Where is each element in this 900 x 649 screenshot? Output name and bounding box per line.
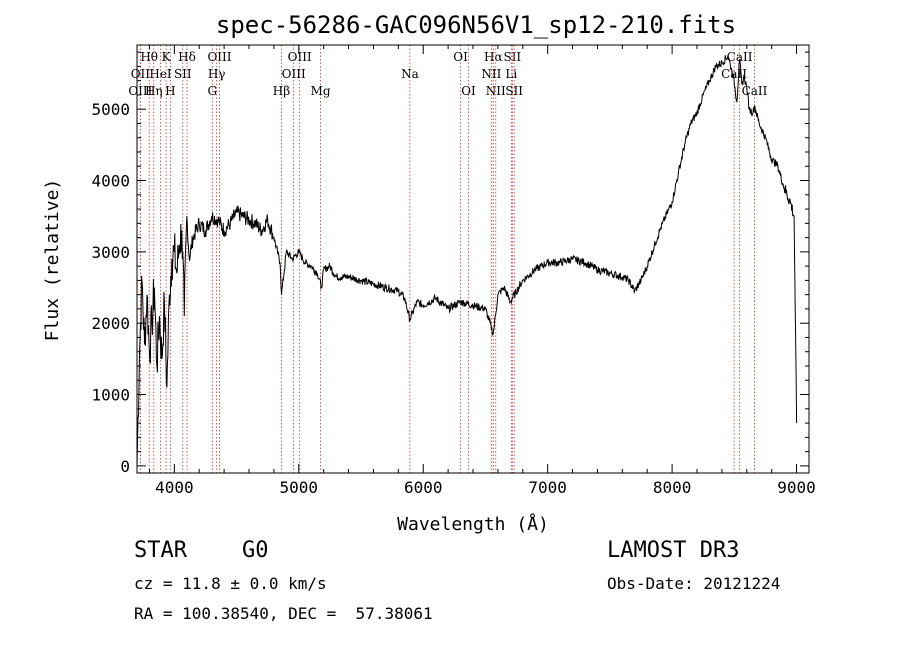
- marker-label: OI: [453, 50, 468, 64]
- marker-label: Hβ: [273, 84, 290, 98]
- marker-label: OI: [461, 84, 476, 98]
- y-tick-label: 4000: [91, 172, 130, 191]
- marker-label: Hη: [145, 84, 163, 98]
- y-tick-label: 3000: [91, 243, 130, 262]
- marker-label: HeI: [149, 67, 172, 81]
- object-class: STAR: [134, 538, 187, 563]
- x-axis-label: Wavelength (Å): [397, 513, 549, 535]
- marker-label: Hδ: [178, 50, 196, 64]
- marker-label: SII: [503, 50, 521, 64]
- x-tick-label: 9000: [777, 478, 816, 497]
- coordinates-text: RA = 100.38540, DEC = 57.38061: [134, 604, 433, 623]
- redshift-text: cz = 11.8 ± 0.0 km/s: [134, 574, 327, 593]
- marker-label: NII: [481, 67, 501, 81]
- y-tick-label: 2000: [91, 314, 130, 333]
- marker-label: Na: [401, 67, 419, 81]
- marker-label: OIII: [207, 50, 231, 64]
- marker-label: OIII: [288, 50, 312, 64]
- marker-label: H: [165, 84, 175, 98]
- marker-label: Hγ: [208, 67, 226, 81]
- survey-name: LAMOST DR3: [607, 538, 740, 563]
- marker-label: NII: [486, 84, 506, 98]
- y-axis-label: Flux (relative): [42, 179, 63, 342]
- axis-ticks: 4000 5000 6000 7000 8000 9000 0 1000 2000 3000 400…: [91, 45, 816, 497]
- marker-label: G: [207, 84, 217, 98]
- plot-frame: [136, 44, 810, 474]
- spectrum-line: [136, 53, 798, 466]
- marker-label: SII: [505, 84, 523, 98]
- marker-label: Hθ: [140, 50, 158, 64]
- object-subclass: G0: [242, 538, 269, 563]
- x-tick-label: 7000: [528, 478, 567, 497]
- marker-label: CaII: [727, 50, 753, 64]
- marker-label: CaII: [742, 84, 768, 98]
- y-tick-label: 5000: [91, 100, 130, 119]
- x-tick-label: 5000: [280, 478, 319, 497]
- x-tick-label: 4000: [155, 478, 194, 497]
- x-tick-label: 8000: [653, 478, 692, 497]
- y-tick-label: 0: [120, 457, 130, 476]
- obs-date-text: Obs-Date: 20121224: [607, 574, 781, 593]
- marker-label: K: [162, 50, 172, 64]
- marker-label: OIII: [128, 84, 152, 98]
- marker-label: Hα: [484, 50, 503, 64]
- marker-label: OIII: [282, 67, 306, 81]
- chart-title: spec-56286-GAC096N56V1_sp12-210.fits: [216, 11, 736, 39]
- x-tick-label: 6000: [404, 478, 443, 497]
- marker-label: SII: [174, 67, 192, 81]
- y-tick-label: 1000: [91, 386, 130, 405]
- marker-label: Li: [505, 67, 517, 81]
- marker-label: Mg: [311, 84, 331, 98]
